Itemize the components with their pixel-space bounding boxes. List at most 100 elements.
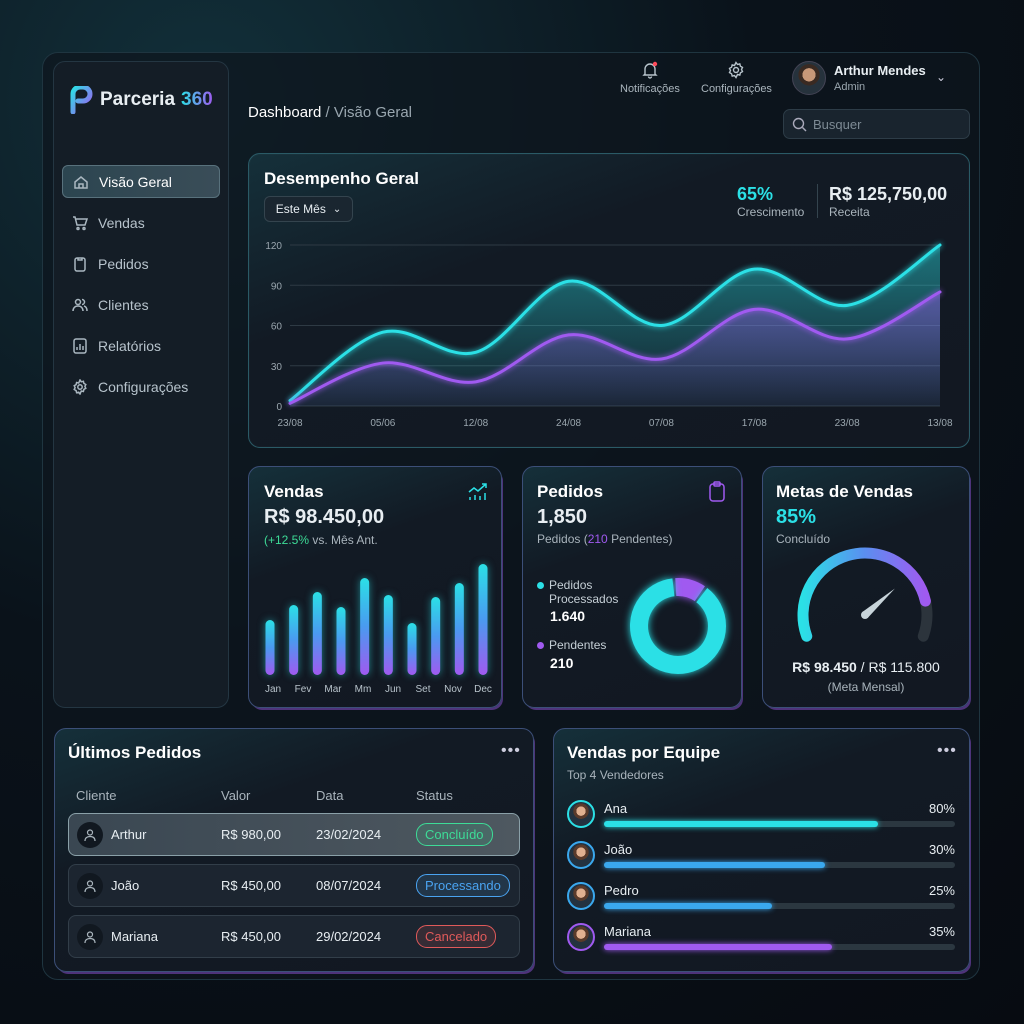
settings-button[interactable]: Configurações [701, 61, 772, 95]
search-input[interactable] [813, 116, 953, 132]
trend-chart-icon[interactable] [467, 482, 489, 502]
avatar [567, 800, 595, 828]
logo-icon [70, 86, 93, 114]
gauge-fill [797, 547, 931, 642]
cell-client: Mariana [111, 929, 158, 944]
team-sales-card [553, 728, 970, 972]
growth-value: 65% [737, 184, 774, 204]
x-tick-label: Mar [324, 684, 342, 695]
sidebar-item-clientes[interactable]: Clientes [62, 288, 220, 321]
member-percent: 35% [928, 924, 955, 939]
more-options-icon[interactable]: ••• [937, 742, 957, 759]
breadcrumb-root[interactable]: Dashboard [248, 104, 322, 121]
chevron-down-icon[interactable]: ⌄ [936, 70, 947, 84]
legend-value: 210 [550, 655, 574, 671]
legend-pending: Pendentes 210 [537, 638, 606, 671]
bar[interactable] [336, 607, 346, 675]
x-tick-label: 07/08 [649, 418, 674, 429]
orders-card [522, 466, 742, 708]
sidebar-item-label: Clientes [98, 296, 149, 313]
bar[interactable] [360, 578, 370, 675]
goals-note: (Meta Mensal) [827, 680, 905, 694]
table-row[interactable]: Mariana R$ 450,00 29/02/2024 Cancelado [68, 915, 520, 958]
sidebar-item-vendas[interactable]: Vendas [62, 206, 220, 239]
clipboard-icon[interactable] [708, 481, 726, 503]
monthly-sales-bar-chart: Jan Fev Mar Mm Jun Set Nov Dec [265, 564, 492, 695]
bar[interactable] [265, 620, 275, 675]
cart-icon [73, 215, 88, 230]
period-dropdown[interactable]: Este Mês ⌄ [264, 196, 353, 222]
bar[interactable] [312, 592, 322, 675]
progress-track [604, 862, 955, 868]
orders-subtitle: Pedidos (210 Pendentes) [537, 532, 672, 546]
goals-amount: R$ 98.450 / R$ 115.800 [762, 659, 970, 675]
goals-label: Concluído [776, 532, 831, 546]
cell-value: R$ 450,00 [221, 878, 281, 893]
recent-orders-title: Últimos Pedidos [68, 743, 202, 762]
bar[interactable] [383, 595, 393, 675]
brand-number: 360 [181, 89, 213, 110]
goals-target: R$ 115.800 [868, 659, 940, 675]
table-row[interactable]: João R$ 450,00 08/07/2024 Processando [68, 864, 520, 907]
legend-dot [537, 582, 544, 589]
chevron-down-icon: ⌄ [332, 203, 342, 215]
more-options-icon[interactable]: ••• [501, 742, 521, 759]
x-tick-label: Nov [444, 684, 462, 695]
bar[interactable] [407, 623, 417, 675]
user-menu[interactable]: Arthur Mendes Admin [834, 63, 926, 93]
sidebar-item-configuracoes[interactable]: Configurações [62, 370, 220, 403]
notifications-button[interactable]: Notificações [620, 61, 680, 95]
bar[interactable] [454, 583, 464, 675]
donut-slice[interactable] [675, 578, 705, 602]
orders-value: 1,850 [537, 506, 588, 528]
performance-title: Desempenho Geral [264, 169, 419, 188]
cell-date: 29/02/2024 [316, 929, 382, 944]
x-tick-label: 23/08 [835, 418, 860, 429]
sidebar-item-label: Pedidos [98, 255, 149, 272]
user-icon [77, 821, 103, 848]
user-icon [77, 872, 103, 899]
x-tick-label: Dec [474, 684, 492, 695]
brand-logo[interactable]: Parceria 360 [70, 86, 213, 114]
goals-title: Metas de Vendas [776, 482, 914, 501]
x-tick-label: 13/08 [927, 418, 952, 429]
orders-sub-a: Pedidos ( [537, 532, 588, 546]
home-icon [74, 175, 88, 189]
bar[interactable] [289, 605, 299, 675]
cell-value: R$ 980,00 [221, 827, 281, 842]
users-icon [72, 298, 88, 311]
y-tick-label: 30 [271, 362, 283, 373]
member-name: João [604, 842, 633, 857]
orders-pending-count: 210 [587, 532, 608, 546]
avatar [567, 841, 595, 869]
donut-slice[interactable] [630, 578, 726, 674]
legend-processed: Pedidos Processados 1.640 [537, 578, 627, 623]
y-tick-label: 0 [276, 402, 282, 413]
member-percent: 25% [928, 883, 955, 898]
bell-icon [642, 61, 658, 79]
growth-label: Crescimento [737, 205, 805, 219]
sidebar-item-label: Configurações [98, 378, 189, 395]
sales-change: (+12.5% vs. Mês Ant. [264, 533, 378, 547]
sales-change-label: vs. Mês Ant. [309, 533, 378, 547]
status-badge: Processando [416, 874, 510, 897]
sidebar-item-visao-geral[interactable]: Visão Geral [62, 165, 220, 198]
series-line [288, 290, 942, 405]
team-title: Vendas por Equipe [567, 743, 721, 762]
table-row[interactable]: Arthur R$ 980,00 23/02/2024 Concluído [68, 813, 520, 856]
progress-fill [604, 862, 826, 868]
y-tick-label: 120 [265, 241, 282, 252]
user-avatar[interactable] [792, 61, 826, 95]
x-tick-label: Mm [355, 684, 372, 695]
bar[interactable] [431, 597, 441, 675]
sidebar-item-label: Visão Geral [99, 173, 172, 190]
progress-track [604, 821, 955, 827]
bar[interactable] [478, 564, 488, 675]
x-tick-label: Set [415, 684, 430, 695]
sidebar-item-pedidos[interactable]: Pedidos [62, 247, 220, 280]
sidebar-item-relatorios[interactable]: Relatórios [62, 329, 220, 362]
search-box[interactable] [783, 109, 970, 139]
member-percent: 80% [928, 801, 955, 816]
breadcrumb: Dashboard / Visão Geral [248, 104, 412, 121]
gear-icon [729, 61, 744, 79]
